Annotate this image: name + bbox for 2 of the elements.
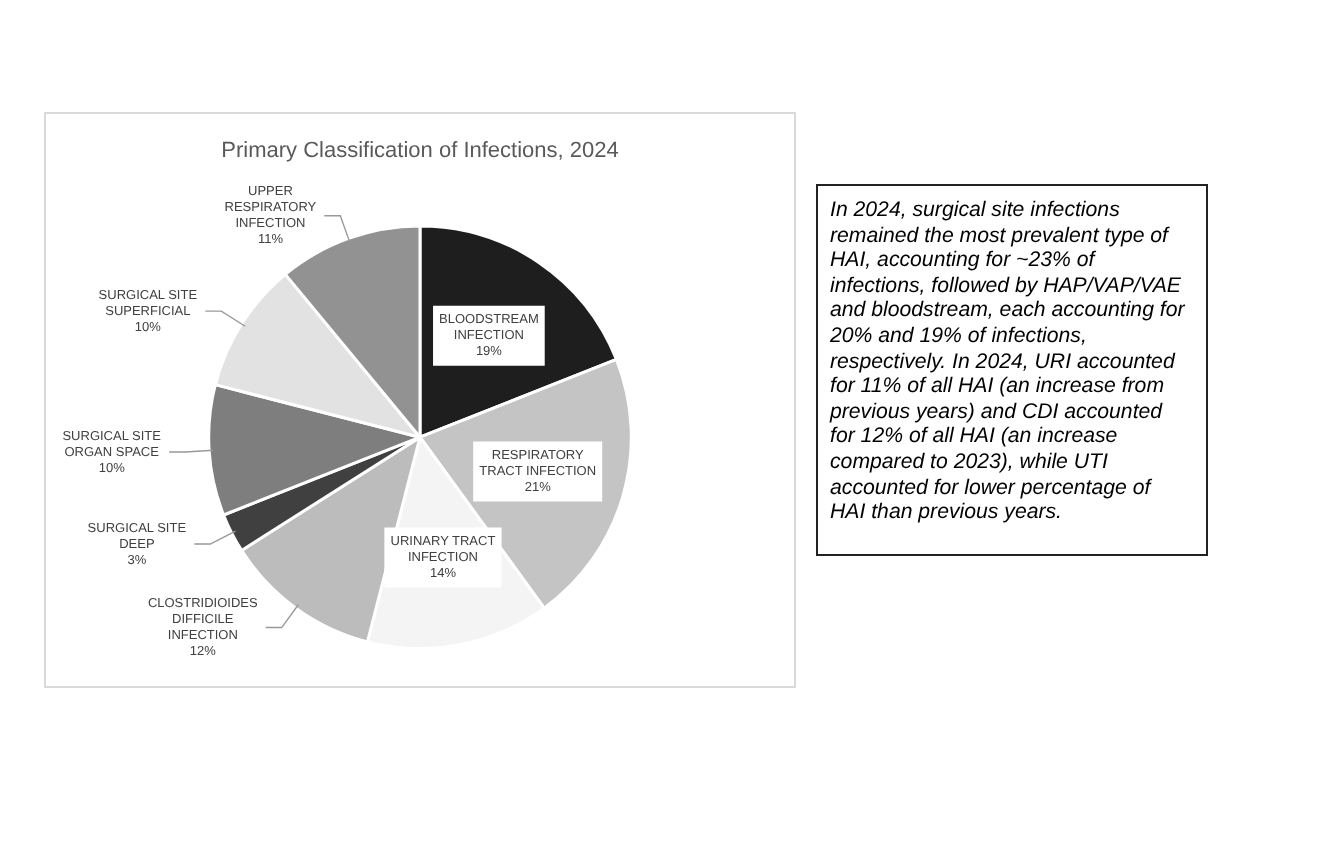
chart-title: Primary Classification of Infections, 2024 [221, 139, 619, 164]
text: In 2024, surgical site infections remained the most prevalent type of HAI, accounting for ~23% of infections, followed by HAP/VAP/VAE and bloodstream, each accounting for 20% and 19% of infections, respectively. In 2024, URI accounted for 11% of all HAI (an increase from previous years) and CDI accounted for 12% of all HAI (an increase compared to 2023), while UTI accounted for lower percentage of HAI than previous years. [830, 198, 1185, 525]
